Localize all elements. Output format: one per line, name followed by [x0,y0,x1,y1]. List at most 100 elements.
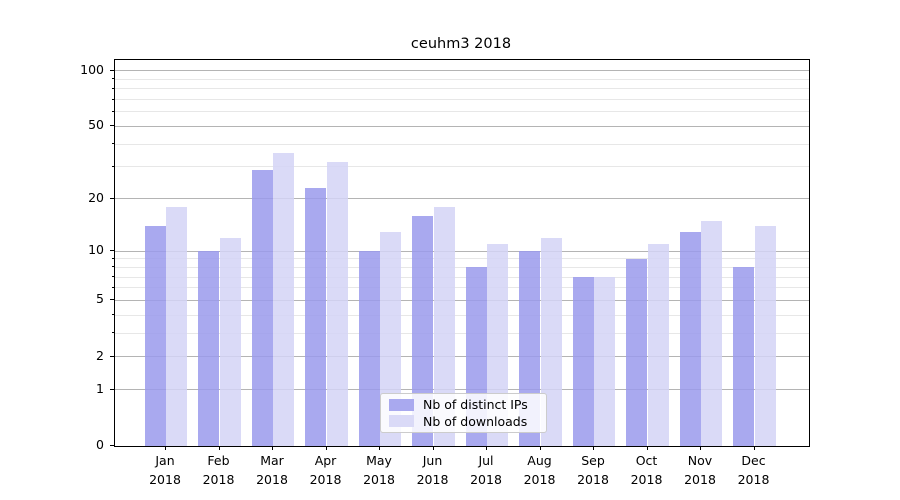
x-tick-mark [325,446,327,450]
gridline-y-90 [115,78,809,80]
legend-entry-downloads: Nb of downloads [389,414,538,429]
bar-oct-downloads [647,244,669,446]
legend-entry-distinct-ips: Nb of distinct IPs [389,397,538,412]
chart-title: ceuhm3 2018 [410,36,512,52]
gridline-y-7 [115,276,809,278]
bar-nov-distinct-ips [679,231,701,446]
gridline-y-20 [115,198,809,200]
y-tick-label-0: 0 [96,437,104,452]
y-tick-label-10: 10 [88,242,104,258]
legend-swatch-distinct-ips [389,398,414,411]
bar-oct-distinct-ips [626,258,648,446]
y-minor-tick-mark [111,110,114,112]
x-tick-mark [486,446,487,450]
gridline-y-50 [115,125,809,127]
y-minor-tick-mark [111,276,114,278]
y-tick-mark [110,250,114,252]
y-tick-label-20: 20 [88,189,104,205]
y-tick-mark [110,445,114,446]
bar-may-downloads [380,231,402,446]
y-tick-label-2: 2 [96,347,104,363]
x-tick-mark [700,446,701,450]
legend-label-distinct-ips: Nb of distinct IPs [423,397,528,413]
gridline-y-8 [115,266,809,268]
legend: Nb of distinct IPs Nb of downloads [380,393,547,433]
x-tick-mark [272,446,273,450]
gridline-y-1 [115,389,809,391]
y-tick-mark [110,197,114,199]
x-tick-mark [432,446,434,450]
bar-apr-distinct-ips [305,187,327,446]
y-tick-label-100: 100 [80,61,104,77]
bar-apr-downloads [326,161,348,446]
y-minor-tick-mark [111,87,114,89]
y-minor-tick-mark [111,257,114,259]
y-tick-mark [110,388,114,390]
gridline-y-80 [115,88,809,90]
bar-dec-distinct-ips [733,267,755,446]
bar-feb-downloads [219,237,241,446]
x-tick-label-apr: Apr 2018 [309,453,342,487]
legend-label-downloads: Nb of downloads [423,413,528,429]
bar-jan-downloads [166,206,188,446]
y-minor-tick-mark [111,78,114,80]
x-tick-label-may: May 2018 [363,453,395,487]
x-tick-label-nov: Nov 2018 [684,453,716,487]
x-tick-mark [218,446,220,450]
x-tick-mark [539,446,541,450]
x-tick-label-jun: Jun 2018 [416,453,449,487]
gridline-y-70 [115,99,809,101]
gridline-y-10 [115,250,809,252]
gridline-y-60 [115,111,809,113]
y-minor-tick-mark [111,143,114,145]
gridline-y-9 [115,258,809,260]
grid-layer [115,60,809,446]
x-tick-label-sep: Sep 2018 [577,453,609,487]
y-minor-tick-mark [111,332,114,334]
gridline-y-30 [115,166,809,168]
y-tick-mark [110,69,114,71]
y-tick-label-1: 1 [96,380,104,396]
bar-feb-distinct-ips [198,251,220,446]
bar-jan-distinct-ips [144,225,166,446]
bar-layer [115,60,809,446]
x-tick-label-feb: Feb 2018 [202,453,235,487]
bar-dec-downloads [754,225,776,446]
bar-sep-distinct-ips [572,277,594,446]
y-tick-label-5: 5 [96,291,104,307]
y-minor-tick-mark [111,98,114,100]
plot-area [114,59,810,447]
x-tick-label-aug: Aug 2018 [523,453,556,487]
x-tick-label-dec: Dec 2018 [737,453,770,487]
legend-swatch-downloads [389,415,414,428]
y-minor-tick-mark [111,165,114,167]
y-tick-mark [110,299,114,301]
x-tick-label-oct: Oct 2018 [630,453,663,487]
x-tick-mark [646,446,648,450]
y-tick-label-50: 50 [88,117,104,133]
x-tick-mark [379,446,380,450]
x-tick-mark [165,446,166,450]
bar-mar-distinct-ips [251,169,273,446]
gridline-y-40 [115,143,809,145]
bar-may-distinct-ips [358,251,380,446]
gridline-y-100 [115,70,809,72]
bar-nov-downloads [701,220,723,446]
bar-jun-downloads [433,206,455,446]
y-tick-mark [110,355,114,357]
y-minor-tick-mark [111,314,114,316]
x-tick-label-mar: Mar 2018 [256,453,288,487]
y-minor-tick-mark [111,266,114,268]
x-tick-label-jan: Jan 2018 [149,453,181,487]
y-minor-tick-mark [111,286,114,288]
bar-sep-downloads [594,277,616,446]
bar-jun-distinct-ips [412,215,434,446]
x-tick-mark [753,446,755,450]
x-tick-mark [593,446,594,450]
gridline-y-4 [115,314,809,316]
bar-mar-downloads [273,152,295,446]
y-tick-mark [110,125,114,127]
gridline-y-3 [115,332,809,334]
gridline-y-5 [115,299,809,301]
